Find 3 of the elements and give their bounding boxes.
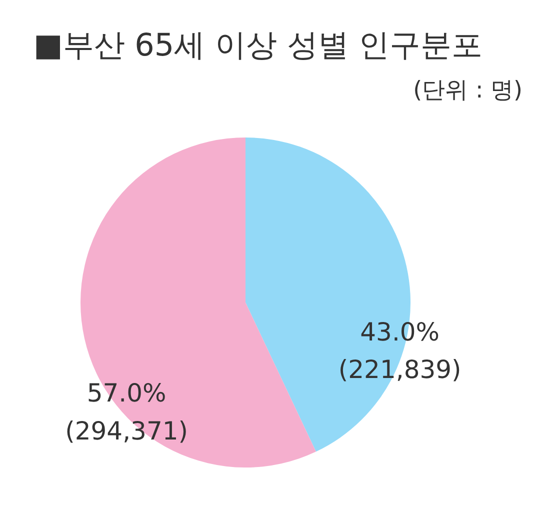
chart-title: ■부산 65세 이상 성별 인구분포 xyxy=(34,28,483,64)
data-label: 57.0% (294,371) xyxy=(65,378,188,446)
chart-subtitle: (단위 : 명) xyxy=(413,78,523,104)
